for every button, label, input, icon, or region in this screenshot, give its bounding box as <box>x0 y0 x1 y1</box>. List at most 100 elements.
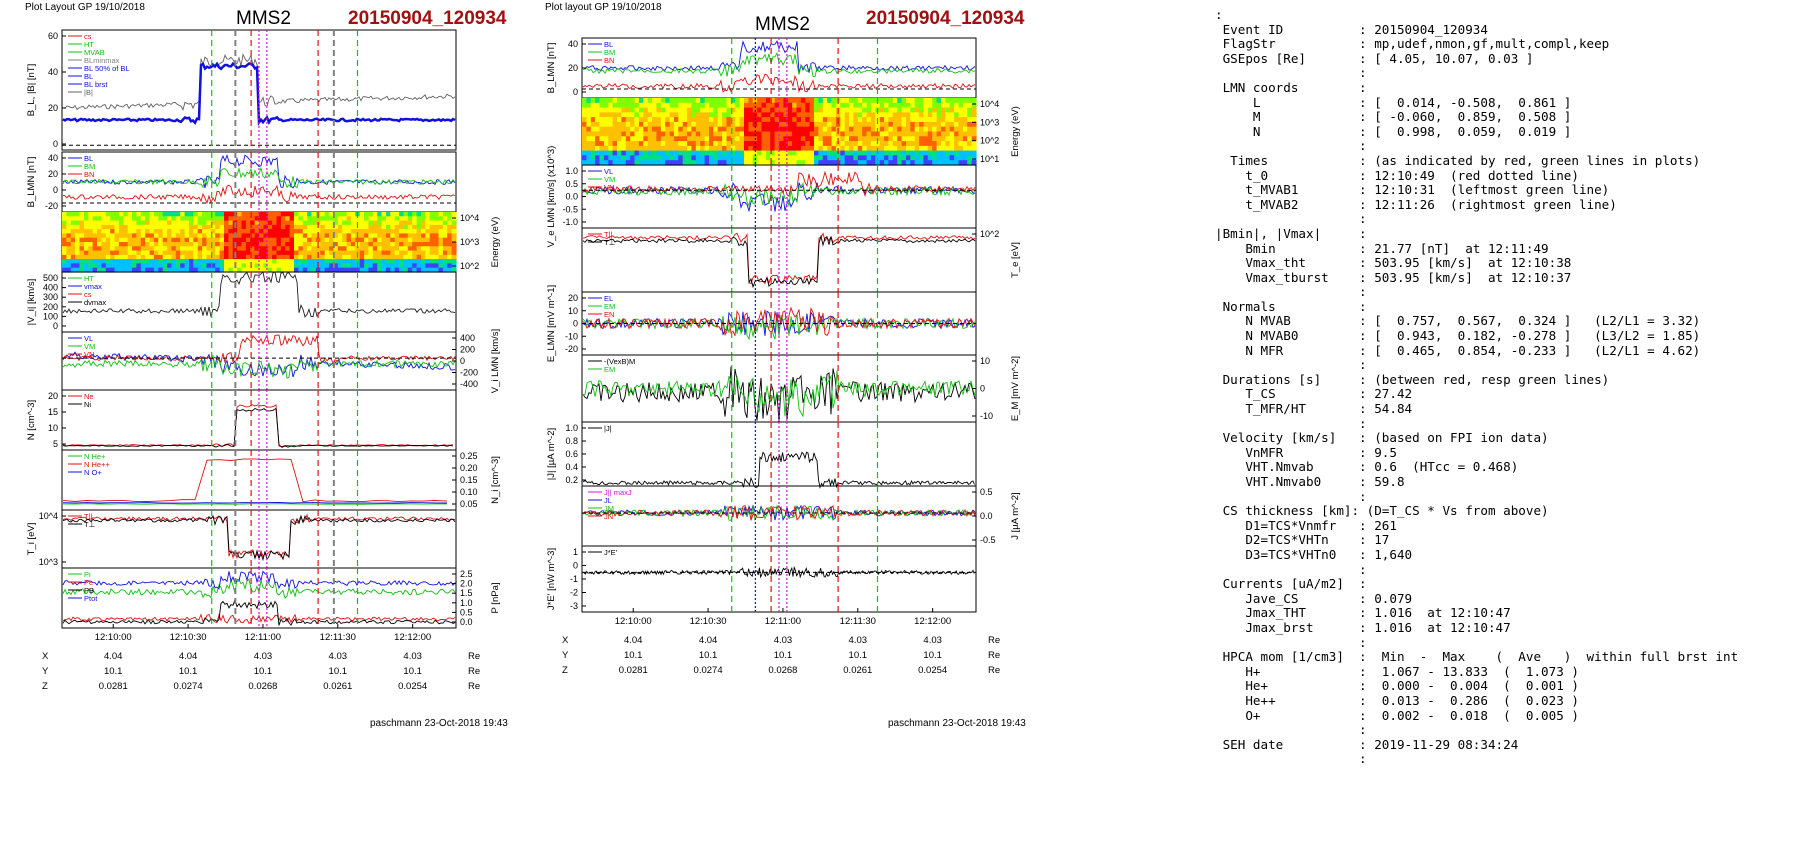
y-tick-label: 40 <box>48 153 58 163</box>
spectrogram-cell <box>342 250 348 256</box>
spectrogram-cell <box>617 136 622 142</box>
spectrogram-cell <box>364 267 370 273</box>
position-value: 0.0281 <box>99 681 128 692</box>
spectrogram-cell <box>949 136 955 142</box>
spectrogram-cell <box>302 254 308 260</box>
spectrogram-cell <box>700 131 706 137</box>
spectrogram-cell <box>359 254 365 260</box>
spectrogram-cell <box>403 254 409 260</box>
spectrogram-cell <box>608 126 614 133</box>
spectrogram-cell <box>434 229 440 234</box>
y-axis-label: E_LMN [mV m^-1] <box>546 285 557 362</box>
spectrogram-cell <box>910 141 916 147</box>
spectrogram-cell <box>368 216 374 222</box>
spectrogram-cell <box>949 131 955 137</box>
spectrogram-cell <box>333 250 339 256</box>
spectrogram-cell <box>175 216 181 222</box>
spectrogram-cell <box>603 145 609 152</box>
spectrogram-cell <box>342 242 348 247</box>
spectrogram-cell <box>206 220 212 226</box>
spectrogram-cell <box>320 246 326 252</box>
spectrogram-cell <box>582 126 587 133</box>
spectrogram-cell <box>421 263 426 269</box>
spectrogram-cell <box>267 259 273 264</box>
info-line: N MVAB0 : [ 0.943, 0.182, -0.278 ] (L3/L… <box>1215 328 1701 344</box>
spectrogram-cell <box>83 246 89 252</box>
spectrogram-cell <box>224 233 229 239</box>
spectrogram-cell <box>796 141 802 147</box>
spectrogram-cell <box>687 150 693 156</box>
spectrogram-cell <box>770 121 776 128</box>
spectrogram-cell <box>827 136 833 142</box>
spectrogram-cell <box>259 246 264 252</box>
spectrogram-cell <box>359 237 365 243</box>
y-axis-label: J [µA m^-2] <box>1010 492 1021 539</box>
spectrogram-cell <box>704 98 710 104</box>
spectrogram-cell <box>145 250 151 256</box>
spectrogram-cell <box>669 107 675 113</box>
spectrogram-cell <box>324 254 330 260</box>
spectrogram-cell <box>228 216 234 222</box>
spectrogram-cell <box>709 117 714 123</box>
spectrogram-cell <box>250 220 256 226</box>
spectrogram-cell <box>153 242 159 247</box>
spectrogram-cell <box>412 250 418 256</box>
spectrogram-cell <box>936 155 942 161</box>
spectrogram-cell <box>770 136 776 142</box>
spectrogram-cell <box>612 155 618 161</box>
spectrogram-cell <box>827 102 833 109</box>
spectrogram-cell <box>228 229 234 234</box>
spectrogram-cell <box>175 229 181 234</box>
spectrogram-cell <box>123 250 129 256</box>
spectrogram-cell <box>927 102 933 109</box>
spectrogram-cell <box>630 150 636 156</box>
spectrogram-cell <box>599 98 605 104</box>
spectrogram-cell <box>857 136 863 142</box>
spectrogram-cell <box>787 150 793 156</box>
spectrogram-cell <box>901 160 907 166</box>
spectrogram-cell <box>599 107 605 113</box>
spectrogram-cell <box>726 160 732 166</box>
spectrogram-cell <box>910 155 916 161</box>
spectrogram-cell <box>967 145 973 152</box>
spectrogram-cell <box>250 242 256 247</box>
spectrogram-cell <box>307 263 313 269</box>
spectrogram-cell <box>311 254 317 260</box>
spectrogram-cell <box>140 254 146 260</box>
info-line: : <box>1215 211 1367 227</box>
spectrogram-cell <box>123 267 129 273</box>
spectrogram-cell <box>298 233 304 239</box>
spectrogram-cell <box>101 212 107 217</box>
spectrogram-cell <box>923 126 929 133</box>
spectrogram-cell <box>586 155 592 161</box>
spectrogram-cell <box>853 150 859 156</box>
position-value: 10.1 <box>923 650 942 661</box>
spectrogram-cell <box>105 220 111 226</box>
spectrogram-cell <box>691 98 697 104</box>
spectrogram-cell <box>447 233 453 239</box>
spectrogram-cell <box>136 229 142 234</box>
spectrogram-cell <box>364 224 370 230</box>
spectrogram-cell <box>346 246 352 252</box>
spectrogram-cell <box>669 102 675 109</box>
position-value: 10.1 <box>329 666 348 677</box>
spectrogram-cell <box>189 254 194 260</box>
spectrogram-cell <box>145 212 151 217</box>
spectrogram-cell <box>700 112 706 118</box>
spectrogram-cell <box>197 246 203 252</box>
legend-entry: Pi <box>84 570 91 579</box>
spectrogram-cell <box>884 117 890 123</box>
spectrogram-cell <box>704 131 710 137</box>
spectrogram-cell <box>726 131 732 137</box>
spectrogram-cell <box>307 242 313 247</box>
spectrogram-cell <box>608 98 614 104</box>
y-tick-label: 20 <box>48 169 58 179</box>
y-tick-label: 500 <box>43 273 58 283</box>
spectrogram-cell <box>726 121 732 128</box>
spectrogram-cell <box>892 117 898 123</box>
spectrogram-cell <box>88 242 94 247</box>
spectrogram-cell <box>870 145 876 152</box>
spectrogram-cell <box>132 237 137 243</box>
spectrogram-cell <box>765 145 771 152</box>
spectrogram-cell <box>730 126 736 133</box>
